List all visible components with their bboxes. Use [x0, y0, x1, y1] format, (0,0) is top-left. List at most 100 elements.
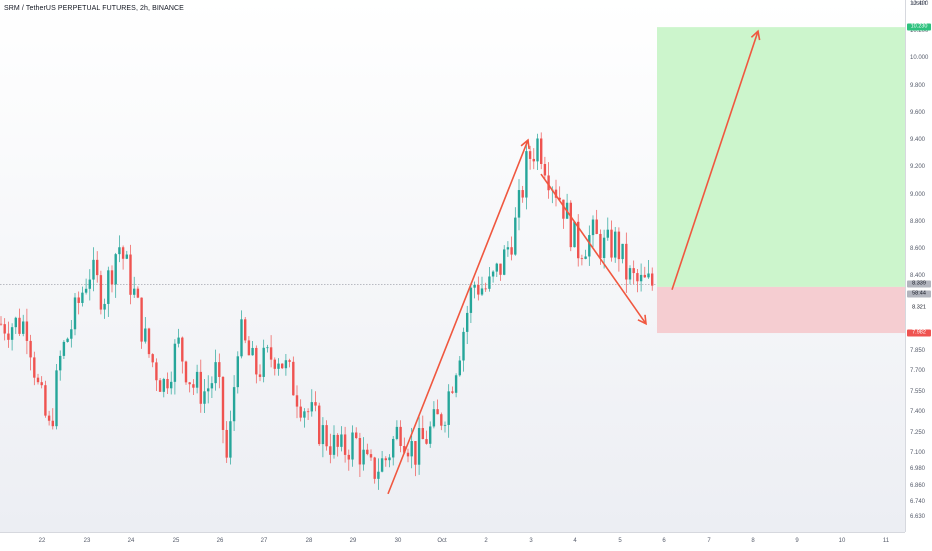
candle-body	[207, 388, 210, 392]
candle-body	[510, 247, 513, 255]
candle-body	[377, 471, 380, 479]
candle-body	[325, 425, 328, 447]
axis-unit: USDT	[912, 1, 927, 7]
candle-body	[517, 190, 521, 218]
candle-body	[432, 409, 436, 427]
entry-price-label: 8.321	[907, 304, 931, 312]
candle-body	[388, 457, 391, 461]
candle-body	[429, 426, 432, 444]
candle-body	[44, 385, 47, 416]
price-tick: 6.860	[910, 482, 926, 489]
time-tick: 25	[172, 538, 180, 544]
candle-body	[221, 376, 225, 430]
candle-body	[569, 202, 572, 248]
price-tick: 8.600	[910, 245, 926, 252]
candle-body	[340, 434, 343, 447]
candle-body	[103, 303, 106, 310]
price-tick: 7.250	[910, 429, 926, 436]
candle-body	[495, 263, 498, 272]
candle-body	[77, 297, 80, 303]
candle-body	[617, 231, 621, 260]
candle-body	[281, 363, 284, 369]
trend-arrow-line[interactable]	[387, 139, 529, 495]
candle-body	[632, 268, 635, 274]
candle-body	[18, 317, 21, 334]
trend-arrow-head	[520, 138, 530, 150]
time-axis[interactable]: 22 23 24 25 26 27 28 29 30 Oct 2 3 4 5 6 7 8 9 10 11	[0, 532, 905, 551]
candle-body	[584, 256, 587, 259]
candle-body	[466, 312, 469, 332]
chart-area[interactable]: SRM / TetherUS PERPETUAL FUTURES, 2h, BI…	[0, 0, 905, 532]
profit-zone[interactable]	[657, 27, 905, 287]
candle-body	[580, 258, 584, 260]
trend-arrow-head	[750, 29, 761, 41]
candle-body	[599, 233, 602, 259]
countdown-price-label: 58:44	[907, 290, 931, 298]
candle-body	[351, 432, 354, 460]
candle-body	[29, 340, 32, 358]
loss-zone[interactable]	[657, 286, 905, 334]
candle-body	[136, 288, 140, 298]
candle-body	[277, 363, 280, 369]
candle-body	[269, 347, 273, 360]
candle-body	[22, 321, 25, 334]
candle-body	[614, 231, 617, 258]
candle-body	[458, 360, 461, 376]
candle-body	[10, 327, 14, 340]
candle-body	[232, 387, 236, 422]
candle-body	[480, 288, 484, 295]
candle-body	[610, 229, 613, 258]
candle-body	[425, 439, 428, 444]
price-tick: 7.100	[910, 450, 926, 457]
candle-body	[473, 284, 476, 288]
candle-body	[454, 375, 458, 393]
time-tick: 26	[216, 538, 224, 544]
candle-body	[195, 371, 199, 388]
candle-body	[114, 254, 117, 285]
price-axis[interactable]: USDT 10.400 10.200 10.000 9.800 9.600 9.400 9.…	[905, 0, 932, 532]
price-tick: 10.000	[910, 55, 929, 62]
candle-body	[536, 138, 539, 162]
candle-body	[125, 254, 128, 259]
candlestick-plot[interactable]	[0, 0, 905, 532]
candle-body	[499, 263, 502, 275]
candle-body	[347, 454, 350, 460]
candle-body	[643, 274, 646, 278]
price-tick: 6.980	[910, 466, 926, 473]
candle-body	[47, 415, 51, 421]
price-tick: 8.400	[910, 273, 926, 280]
time-tick: 5	[618, 538, 622, 544]
candle-body	[199, 371, 202, 404]
candle-body	[110, 270, 114, 285]
candle-body	[406, 452, 410, 457]
candle-body	[602, 237, 606, 259]
candle-body	[440, 414, 443, 426]
candle-body	[399, 426, 402, 446]
candle-body	[284, 360, 288, 369]
time-tick: Oct	[437, 538, 447, 544]
candle-body	[369, 454, 373, 458]
candle-body	[462, 331, 465, 361]
trend-arrow-head	[637, 314, 647, 326]
candle-body	[540, 138, 543, 164]
trend-arrow-line[interactable]	[540, 173, 647, 325]
candle-body	[543, 163, 547, 176]
time-tick: 3	[529, 538, 533, 544]
candle-body	[451, 391, 454, 393]
price-tick: 9.400	[910, 137, 926, 144]
candle-body	[33, 357, 36, 378]
price-tick: 9.800	[910, 82, 926, 89]
candle-body	[262, 347, 265, 377]
candle-body	[229, 421, 232, 458]
candle-body	[380, 458, 384, 472]
price-tick: 9.600	[910, 109, 926, 116]
candle-body	[532, 158, 535, 162]
candle-body	[595, 219, 598, 234]
candle-body	[81, 292, 84, 303]
candle-body	[362, 449, 365, 465]
trend-arrow-line[interactable]	[671, 30, 759, 291]
candle-body	[547, 175, 550, 191]
candle-body	[240, 319, 243, 357]
candle-body	[288, 360, 291, 362]
candle-body	[244, 319, 247, 341]
